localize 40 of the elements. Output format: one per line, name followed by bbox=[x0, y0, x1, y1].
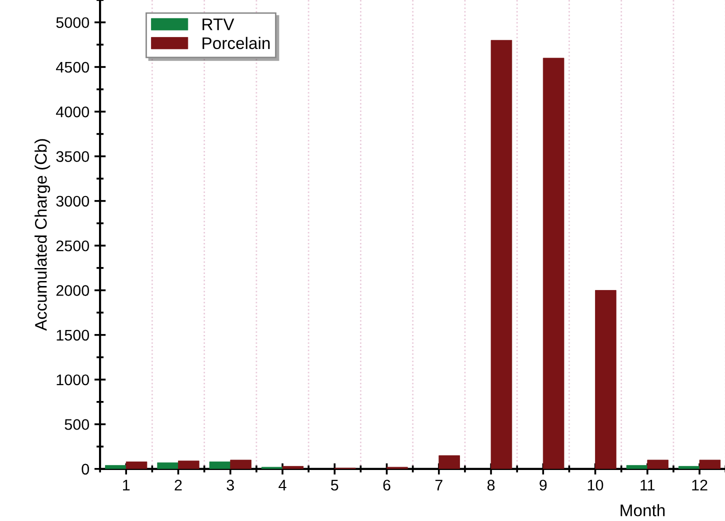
y-tick-label: 500 bbox=[64, 419, 90, 430]
y-tick-label: 2000 bbox=[56, 285, 90, 296]
x-tick-label: 2 bbox=[174, 480, 182, 490]
legend-label: Porcelain bbox=[202, 36, 270, 50]
bar bbox=[542, 58, 564, 469]
y-tick-label: 2500 bbox=[56, 240, 90, 252]
x-tick-label: 9 bbox=[540, 480, 547, 491]
x-tick-label: 4 bbox=[278, 480, 286, 490]
x-tick-label: 10 bbox=[588, 480, 604, 491]
x-tick-label: 1 bbox=[123, 480, 130, 490]
bar bbox=[157, 462, 178, 469]
bar bbox=[699, 460, 721, 469]
y-tick-label: 3000 bbox=[56, 196, 90, 207]
bar bbox=[105, 465, 126, 469]
x-tick-label: 5 bbox=[330, 480, 338, 491]
bar bbox=[230, 460, 252, 469]
x-axis-title: Month bbox=[620, 504, 665, 516]
y-tick-label: 1500 bbox=[56, 330, 90, 341]
x-tick-label: 8 bbox=[487, 480, 495, 491]
bar bbox=[126, 462, 148, 469]
y-tick-label: 5000 bbox=[56, 17, 90, 28]
bar bbox=[438, 455, 460, 469]
bar bbox=[178, 460, 200, 469]
x-tick-label: 6 bbox=[383, 480, 390, 491]
y-axis-title: Accumulated Charge (Cb) bbox=[34, 139, 50, 331]
bar bbox=[209, 462, 231, 469]
bar bbox=[595, 290, 616, 469]
y-tick-label: 0 bbox=[82, 464, 90, 475]
y-tick-label: 3500 bbox=[56, 151, 90, 162]
x-tick-label: 7 bbox=[435, 480, 442, 490]
y-tick-label: 1000 bbox=[56, 374, 90, 386]
bar bbox=[647, 460, 668, 469]
x-tick-label: 11 bbox=[640, 480, 655, 490]
bar bbox=[490, 40, 512, 469]
x-tick-label: 12 bbox=[692, 480, 708, 490]
bar bbox=[626, 465, 648, 469]
y-tick-label: 4500 bbox=[56, 62, 90, 73]
x-tick-label: 3 bbox=[226, 480, 234, 491]
y-tick-label: 4000 bbox=[56, 106, 90, 118]
legend-label: RTV bbox=[202, 18, 234, 30]
